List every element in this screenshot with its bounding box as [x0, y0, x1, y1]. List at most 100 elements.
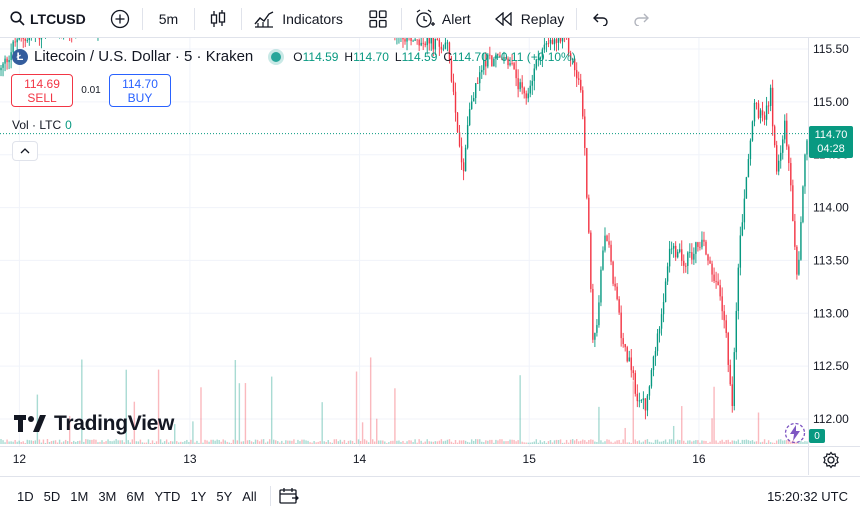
volume-bar: [717, 442, 719, 444]
volume-bar: [64, 439, 67, 444]
lightning-icon[interactable]: [784, 422, 806, 444]
utc-clock[interactable]: 15:20:32 UTC: [767, 488, 848, 504]
chart-area[interactable]: 115.50115.00114.50114.00113.50113.00112.…: [0, 38, 860, 475]
volume-bar: [509, 439, 511, 444]
range-button-1d[interactable]: 1D: [17, 488, 34, 504]
replay-button[interactable]: Replay: [483, 0, 577, 38]
volume-bar: [422, 442, 424, 444]
candle-body: [640, 400, 643, 401]
sell-button[interactable]: 114.69 SELL: [11, 74, 73, 107]
volume-bar: [477, 439, 479, 444]
volume-bar: [323, 441, 325, 444]
candle-body: [8, 59, 10, 63]
volume-bar: [551, 442, 554, 444]
buy-button[interactable]: 114.70 BUY: [109, 74, 171, 107]
range-button-3m[interactable]: 3M: [98, 488, 117, 504]
volume-bar: [450, 441, 453, 444]
volume-bar: [553, 440, 556, 444]
redo-button[interactable]: [621, 0, 661, 38]
candle-body: [699, 246, 701, 248]
price-tick-label: 113.00: [813, 306, 849, 320]
candle-body: [634, 373, 636, 394]
candle-body: [784, 120, 786, 140]
symbol-search-button[interactable]: LTCUSD: [0, 0, 94, 38]
volume-bar: [111, 441, 113, 444]
volume-bar: [270, 376, 273, 444]
range-button-5y[interactable]: 5Y: [216, 488, 233, 504]
candle-body: [430, 38, 432, 44]
candle-body: [533, 68, 535, 81]
change-value: +0.11 (+0.10%): [493, 49, 576, 64]
time-tick-label: 14: [353, 452, 367, 466]
interval-button[interactable]: 5m: [158, 10, 179, 27]
candle-body: [761, 110, 764, 116]
time-tick-label: 13: [183, 452, 197, 466]
alert-button[interactable]: Alert: [402, 0, 483, 38]
candle-body: [763, 115, 766, 120]
candle-body: [420, 42, 422, 46]
candle-body: [588, 197, 590, 233]
candle-body: [703, 239, 705, 242]
candle-body: [0, 67, 2, 71]
candle-body: [406, 38, 408, 42]
range-button-5d[interactable]: 5D: [43, 488, 61, 504]
volume-bar: [549, 440, 552, 444]
collapse-legend-button[interactable]: [12, 141, 38, 161]
candle-body: [602, 250, 604, 270]
volume-bar: [384, 441, 386, 444]
candle-body: [541, 49, 544, 58]
range-button-1y[interactable]: 1Y: [190, 488, 207, 504]
range-button-ytd[interactable]: YTD: [154, 488, 181, 504]
volume-bar: [172, 441, 174, 444]
candle-body: [517, 78, 519, 90]
time-tick-label: 12: [13, 452, 27, 466]
candle-body: [733, 352, 735, 407]
volume-bar: [52, 440, 55, 444]
candles-icon: [211, 9, 226, 27]
volume-bar: [264, 442, 267, 444]
indicators-button[interactable]: Indicators: [242, 0, 355, 38]
volume-bar: [386, 442, 388, 444]
undo-button[interactable]: [577, 0, 621, 38]
gear-icon[interactable]: [822, 451, 840, 469]
volume-bar: [470, 439, 473, 444]
calendar-icon[interactable]: [279, 487, 299, 505]
volume-bar: [139, 439, 142, 444]
candle-body: [523, 87, 525, 94]
candle-body: [632, 370, 634, 374]
layout-button[interactable]: [355, 0, 401, 38]
legend-title[interactable]: Litecoin / U.S. Dollar · 5 · Kraken: [34, 48, 254, 65]
price-chart[interactable]: 115.50115.00114.50114.00113.50113.00112.…: [0, 38, 860, 475]
candle-body: [788, 146, 790, 164]
range-button-1m[interactable]: 1M: [70, 488, 89, 504]
volume-bar: [105, 441, 107, 444]
volume-bar: [117, 440, 119, 444]
volume-bar: [68, 415, 71, 444]
volume-bar: [218, 440, 220, 444]
volume-bar: [232, 439, 235, 444]
volume-bar: [535, 439, 538, 444]
volume-bar: [489, 439, 491, 444]
compare-button[interactable]: [94, 0, 142, 38]
volume-legend[interactable]: Vol · LTC 0: [12, 118, 72, 132]
range-button-all[interactable]: All: [242, 488, 257, 504]
volume-bar: [600, 440, 602, 444]
volume-bar: [511, 439, 513, 444]
volume-bar: [190, 439, 192, 444]
volume-bar: [515, 441, 517, 444]
volume-bar: [656, 439, 659, 444]
volume-bar: [596, 441, 598, 444]
candle-body: [693, 253, 695, 260]
volume-bar: [394, 388, 396, 444]
volume-bar: [555, 439, 558, 444]
volume-bar: [349, 440, 352, 444]
volume-bar: [103, 442, 105, 444]
volume-bar: [109, 441, 111, 444]
tradingview-logo[interactable]: TradingView: [14, 412, 174, 436]
high-key: H: [344, 49, 354, 64]
chart-type-button[interactable]: [195, 0, 241, 38]
volume-bar: [34, 440, 37, 444]
range-button-6m[interactable]: 6M: [126, 488, 145, 504]
market-status-icon[interactable]: [271, 51, 282, 62]
candle-body: [792, 185, 794, 222]
